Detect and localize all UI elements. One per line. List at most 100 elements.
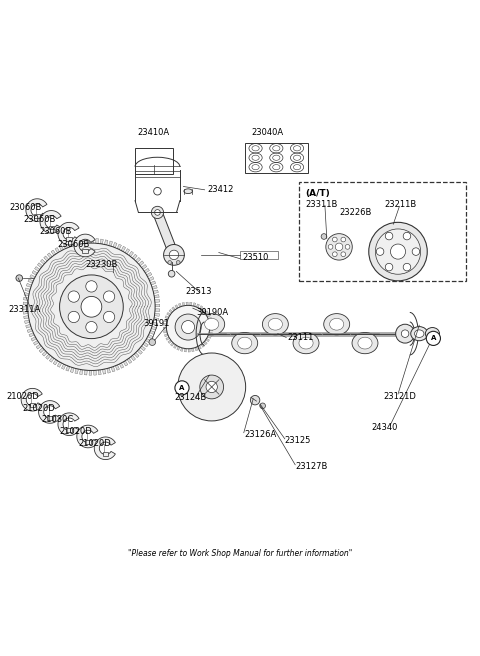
Polygon shape: [208, 318, 212, 320]
Polygon shape: [25, 288, 30, 291]
Polygon shape: [63, 243, 68, 249]
Polygon shape: [167, 312, 170, 316]
Circle shape: [16, 275, 23, 281]
Polygon shape: [145, 338, 151, 343]
Polygon shape: [195, 347, 198, 351]
Ellipse shape: [184, 189, 192, 194]
Circle shape: [154, 188, 161, 195]
Circle shape: [81, 297, 102, 317]
Polygon shape: [109, 241, 112, 246]
Polygon shape: [204, 311, 208, 314]
Polygon shape: [38, 401, 60, 423]
Polygon shape: [103, 369, 106, 374]
Bar: [62, 229, 68, 238]
Polygon shape: [115, 365, 120, 370]
Polygon shape: [96, 239, 98, 243]
Ellipse shape: [330, 318, 344, 330]
Polygon shape: [148, 277, 154, 281]
Polygon shape: [23, 302, 28, 305]
Text: 23124B: 23124B: [174, 394, 206, 402]
Polygon shape: [40, 259, 46, 264]
Polygon shape: [98, 370, 101, 375]
FancyBboxPatch shape: [85, 440, 91, 444]
Polygon shape: [111, 367, 115, 372]
Polygon shape: [39, 348, 44, 353]
Text: A: A: [431, 335, 436, 341]
Polygon shape: [142, 264, 147, 270]
Circle shape: [345, 245, 350, 249]
Polygon shape: [155, 304, 160, 307]
Text: (A/T): (A/T): [305, 189, 330, 197]
Polygon shape: [113, 243, 117, 248]
Polygon shape: [209, 332, 213, 335]
Polygon shape: [206, 314, 210, 318]
Bar: [299, 182, 467, 281]
Polygon shape: [163, 327, 167, 329]
Polygon shape: [168, 340, 172, 344]
Text: 23211B: 23211B: [384, 200, 417, 209]
Polygon shape: [28, 279, 33, 283]
Polygon shape: [26, 283, 32, 287]
Text: "Please refer to Work Shop Manual for further information": "Please refer to Work Shop Manual for fu…: [128, 549, 352, 558]
Polygon shape: [155, 313, 159, 316]
Polygon shape: [32, 270, 37, 275]
Polygon shape: [58, 222, 79, 245]
Polygon shape: [86, 238, 89, 243]
Polygon shape: [77, 425, 98, 448]
FancyBboxPatch shape: [83, 249, 88, 253]
Polygon shape: [152, 285, 157, 289]
Text: 23121D: 23121D: [384, 392, 416, 401]
Polygon shape: [68, 241, 72, 247]
Polygon shape: [57, 362, 62, 367]
Circle shape: [385, 263, 393, 271]
Polygon shape: [180, 348, 183, 352]
Polygon shape: [175, 305, 178, 308]
Polygon shape: [24, 293, 29, 296]
Polygon shape: [154, 295, 159, 298]
Polygon shape: [77, 239, 80, 245]
Circle shape: [401, 330, 409, 337]
Polygon shape: [164, 319, 168, 322]
Polygon shape: [155, 299, 160, 302]
Polygon shape: [89, 371, 92, 375]
Polygon shape: [190, 302, 192, 306]
Circle shape: [403, 263, 411, 271]
Circle shape: [200, 375, 224, 399]
Polygon shape: [105, 240, 108, 245]
FancyBboxPatch shape: [66, 237, 72, 241]
Text: 23060B: 23060B: [39, 227, 72, 236]
Circle shape: [390, 244, 406, 259]
Polygon shape: [123, 361, 128, 366]
Circle shape: [426, 331, 441, 346]
Polygon shape: [210, 329, 213, 331]
Polygon shape: [58, 413, 79, 436]
Polygon shape: [46, 354, 51, 359]
Polygon shape: [125, 249, 130, 254]
Polygon shape: [40, 211, 61, 233]
Circle shape: [260, 403, 265, 409]
Polygon shape: [165, 316, 169, 319]
Polygon shape: [30, 275, 35, 279]
Polygon shape: [143, 342, 148, 347]
Polygon shape: [37, 263, 43, 268]
Polygon shape: [177, 346, 180, 350]
Polygon shape: [179, 303, 181, 307]
Polygon shape: [53, 359, 58, 365]
Polygon shape: [172, 307, 175, 311]
Polygon shape: [139, 261, 144, 266]
Text: 21020D: 21020D: [22, 403, 55, 413]
Polygon shape: [66, 366, 70, 371]
FancyBboxPatch shape: [48, 226, 54, 230]
Polygon shape: [24, 320, 30, 323]
Polygon shape: [169, 310, 173, 313]
Polygon shape: [140, 346, 145, 351]
Ellipse shape: [268, 318, 282, 330]
Polygon shape: [192, 348, 194, 352]
Polygon shape: [131, 356, 135, 361]
Text: 23125: 23125: [285, 436, 311, 445]
Polygon shape: [59, 245, 63, 251]
Text: 23311B: 23311B: [305, 200, 337, 209]
Polygon shape: [48, 253, 52, 258]
Ellipse shape: [411, 327, 428, 340]
Circle shape: [103, 312, 115, 323]
